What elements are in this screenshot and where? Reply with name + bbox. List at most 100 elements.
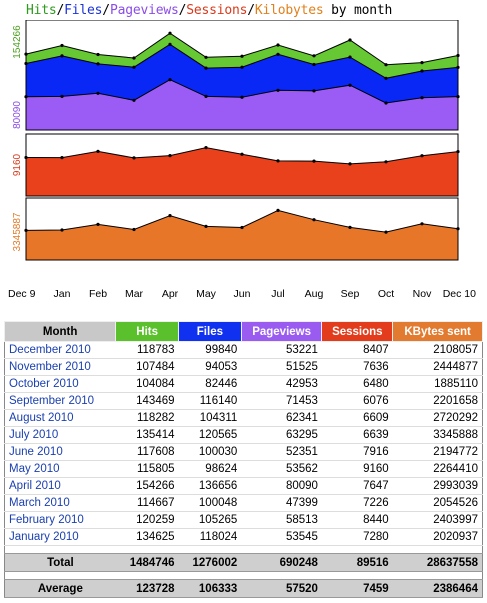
point-pageviews	[132, 98, 136, 102]
spacer-cell	[4, 571, 483, 580]
point-files	[348, 55, 352, 59]
point-hits	[168, 31, 172, 35]
table-cell: 6076	[321, 392, 393, 410]
table-cell: 114667	[115, 494, 179, 512]
point-kilobytes	[312, 218, 316, 222]
point-sessions	[60, 156, 64, 160]
point-files	[420, 69, 424, 73]
point-sessions	[276, 159, 280, 163]
header-hits: Hits	[115, 321, 180, 342]
point-sessions	[348, 162, 352, 166]
point-hits	[420, 61, 424, 65]
table-row: January 2010 134625 118024 53545 7280 2020937	[4, 528, 483, 546]
header-kbytes: KBytes sent	[392, 321, 483, 342]
point-pageviews	[384, 101, 388, 105]
x-axis-tick-label: Apr	[162, 288, 179, 300]
table-cell: 2444877	[392, 358, 483, 376]
panel-border	[25, 133, 459, 197]
table-cell: 6480	[321, 375, 393, 393]
table-cell: 98624	[178, 460, 242, 478]
table-cell: 7226	[321, 494, 393, 512]
table-row: February 2010 120259 105265 58513 8440 240399…	[4, 511, 483, 529]
table-cell: 58513	[241, 511, 322, 529]
point-hits	[276, 43, 280, 47]
header-pageviews: Pageviews	[240, 321, 323, 342]
area-kilobytes	[26, 210, 458, 260]
chart-title-part: /	[178, 3, 187, 18]
table-cell: 80090	[241, 477, 322, 495]
table-cell: 7459	[321, 579, 393, 598]
point-files	[240, 65, 244, 69]
table-cell: 118024	[178, 528, 242, 546]
row-label: January 2010	[4, 528, 116, 546]
table-cell: 57520	[241, 579, 322, 598]
table-cell: 104084	[115, 375, 179, 393]
point-sessions	[96, 149, 100, 153]
point-pageviews	[204, 94, 208, 98]
point-files	[276, 52, 280, 56]
table-cell: 107484	[115, 358, 179, 376]
point-kilobytes	[96, 222, 100, 226]
table-cell: 53221	[241, 341, 322, 359]
point-files	[60, 54, 64, 58]
table-row: October 2010 104084 82446 42953 6480 1885110	[4, 375, 483, 393]
panel-border	[25, 20, 459, 131]
header-files: Files	[178, 321, 242, 342]
table-cell: 94053	[178, 358, 242, 376]
point-kilobytes	[168, 214, 172, 218]
table-cell: 99840	[178, 341, 242, 359]
point-hits	[204, 55, 208, 59]
chart-title-part: Files	[64, 3, 103, 18]
table-cell: 116140	[178, 392, 242, 410]
table-row: April 2010 154266 136656 80090 7647 2993039	[4, 477, 483, 495]
table-cell: 1885110	[392, 375, 483, 393]
table-row: August 2010 118282 104311 62341 6609 2720292	[4, 409, 483, 427]
point-kilobytes	[420, 222, 424, 226]
table-cell: 136656	[178, 477, 242, 495]
table-cell: 7280	[321, 528, 393, 546]
x-axis-tick-label: Jan	[54, 288, 71, 300]
chart-title-part: Pageviews	[109, 3, 179, 18]
panel-border	[25, 197, 459, 261]
point-kilobytes	[204, 224, 208, 228]
row-label: October 2010	[4, 375, 116, 393]
average-row: Average 123728 106333 57520 7459 2386464	[4, 579, 483, 598]
table-cell: 134625	[115, 528, 179, 546]
monthly-stats-table: Month Hits Files Pageviews Sessions KByt…	[3, 321, 483, 598]
y-axis-label: 80090	[12, 101, 23, 129]
row-label: September 2010	[4, 392, 116, 410]
y-axis-label: 9160	[12, 153, 23, 176]
table-cell: 1484746	[115, 553, 179, 572]
point-files	[312, 62, 316, 67]
table-row: September 2010 143469 116140 71453 6076 22016…	[4, 392, 483, 410]
table-cell: 42953	[241, 375, 322, 393]
table-cell: 2386464	[392, 579, 483, 598]
monthly-usage-chart: 154266 80090 9160 3345887 Dec 9 Jan Feb Mar Apr M…	[8, 20, 476, 300]
point-kilobytes	[60, 228, 64, 232]
table-cell: 100030	[178, 443, 242, 461]
table-cell: 104311	[178, 409, 242, 427]
table-row: May 2010 115805 98624 53562 9160 2264410	[4, 460, 483, 478]
table-cell: 28637558	[392, 553, 483, 572]
area-pageviews	[26, 79, 458, 130]
table-cell: 6609	[321, 409, 393, 427]
point-hits	[384, 63, 388, 67]
table-cell: 8407	[321, 341, 393, 359]
x-axis-tick-label: Dec 10	[443, 288, 476, 300]
point-sessions	[420, 154, 424, 158]
table-row: July 2010 135414 120565 63295 6639 3345888	[4, 426, 483, 444]
point-pageviews	[276, 88, 280, 92]
table-cell: 71453	[241, 392, 322, 410]
spacer-cell	[4, 545, 483, 554]
row-label: Total	[4, 553, 116, 572]
row-label: November 2010	[4, 358, 116, 376]
row-label: February 2010	[4, 511, 116, 529]
point-pageviews	[168, 78, 172, 82]
point-sessions	[384, 160, 388, 164]
table-cell: 51525	[241, 358, 322, 376]
point-pageviews	[348, 83, 352, 87]
table-cell: 63295	[241, 426, 322, 444]
point-pageviews	[240, 95, 244, 99]
point-sessions	[240, 152, 244, 156]
x-axis-tick-label: Aug	[305, 288, 324, 300]
